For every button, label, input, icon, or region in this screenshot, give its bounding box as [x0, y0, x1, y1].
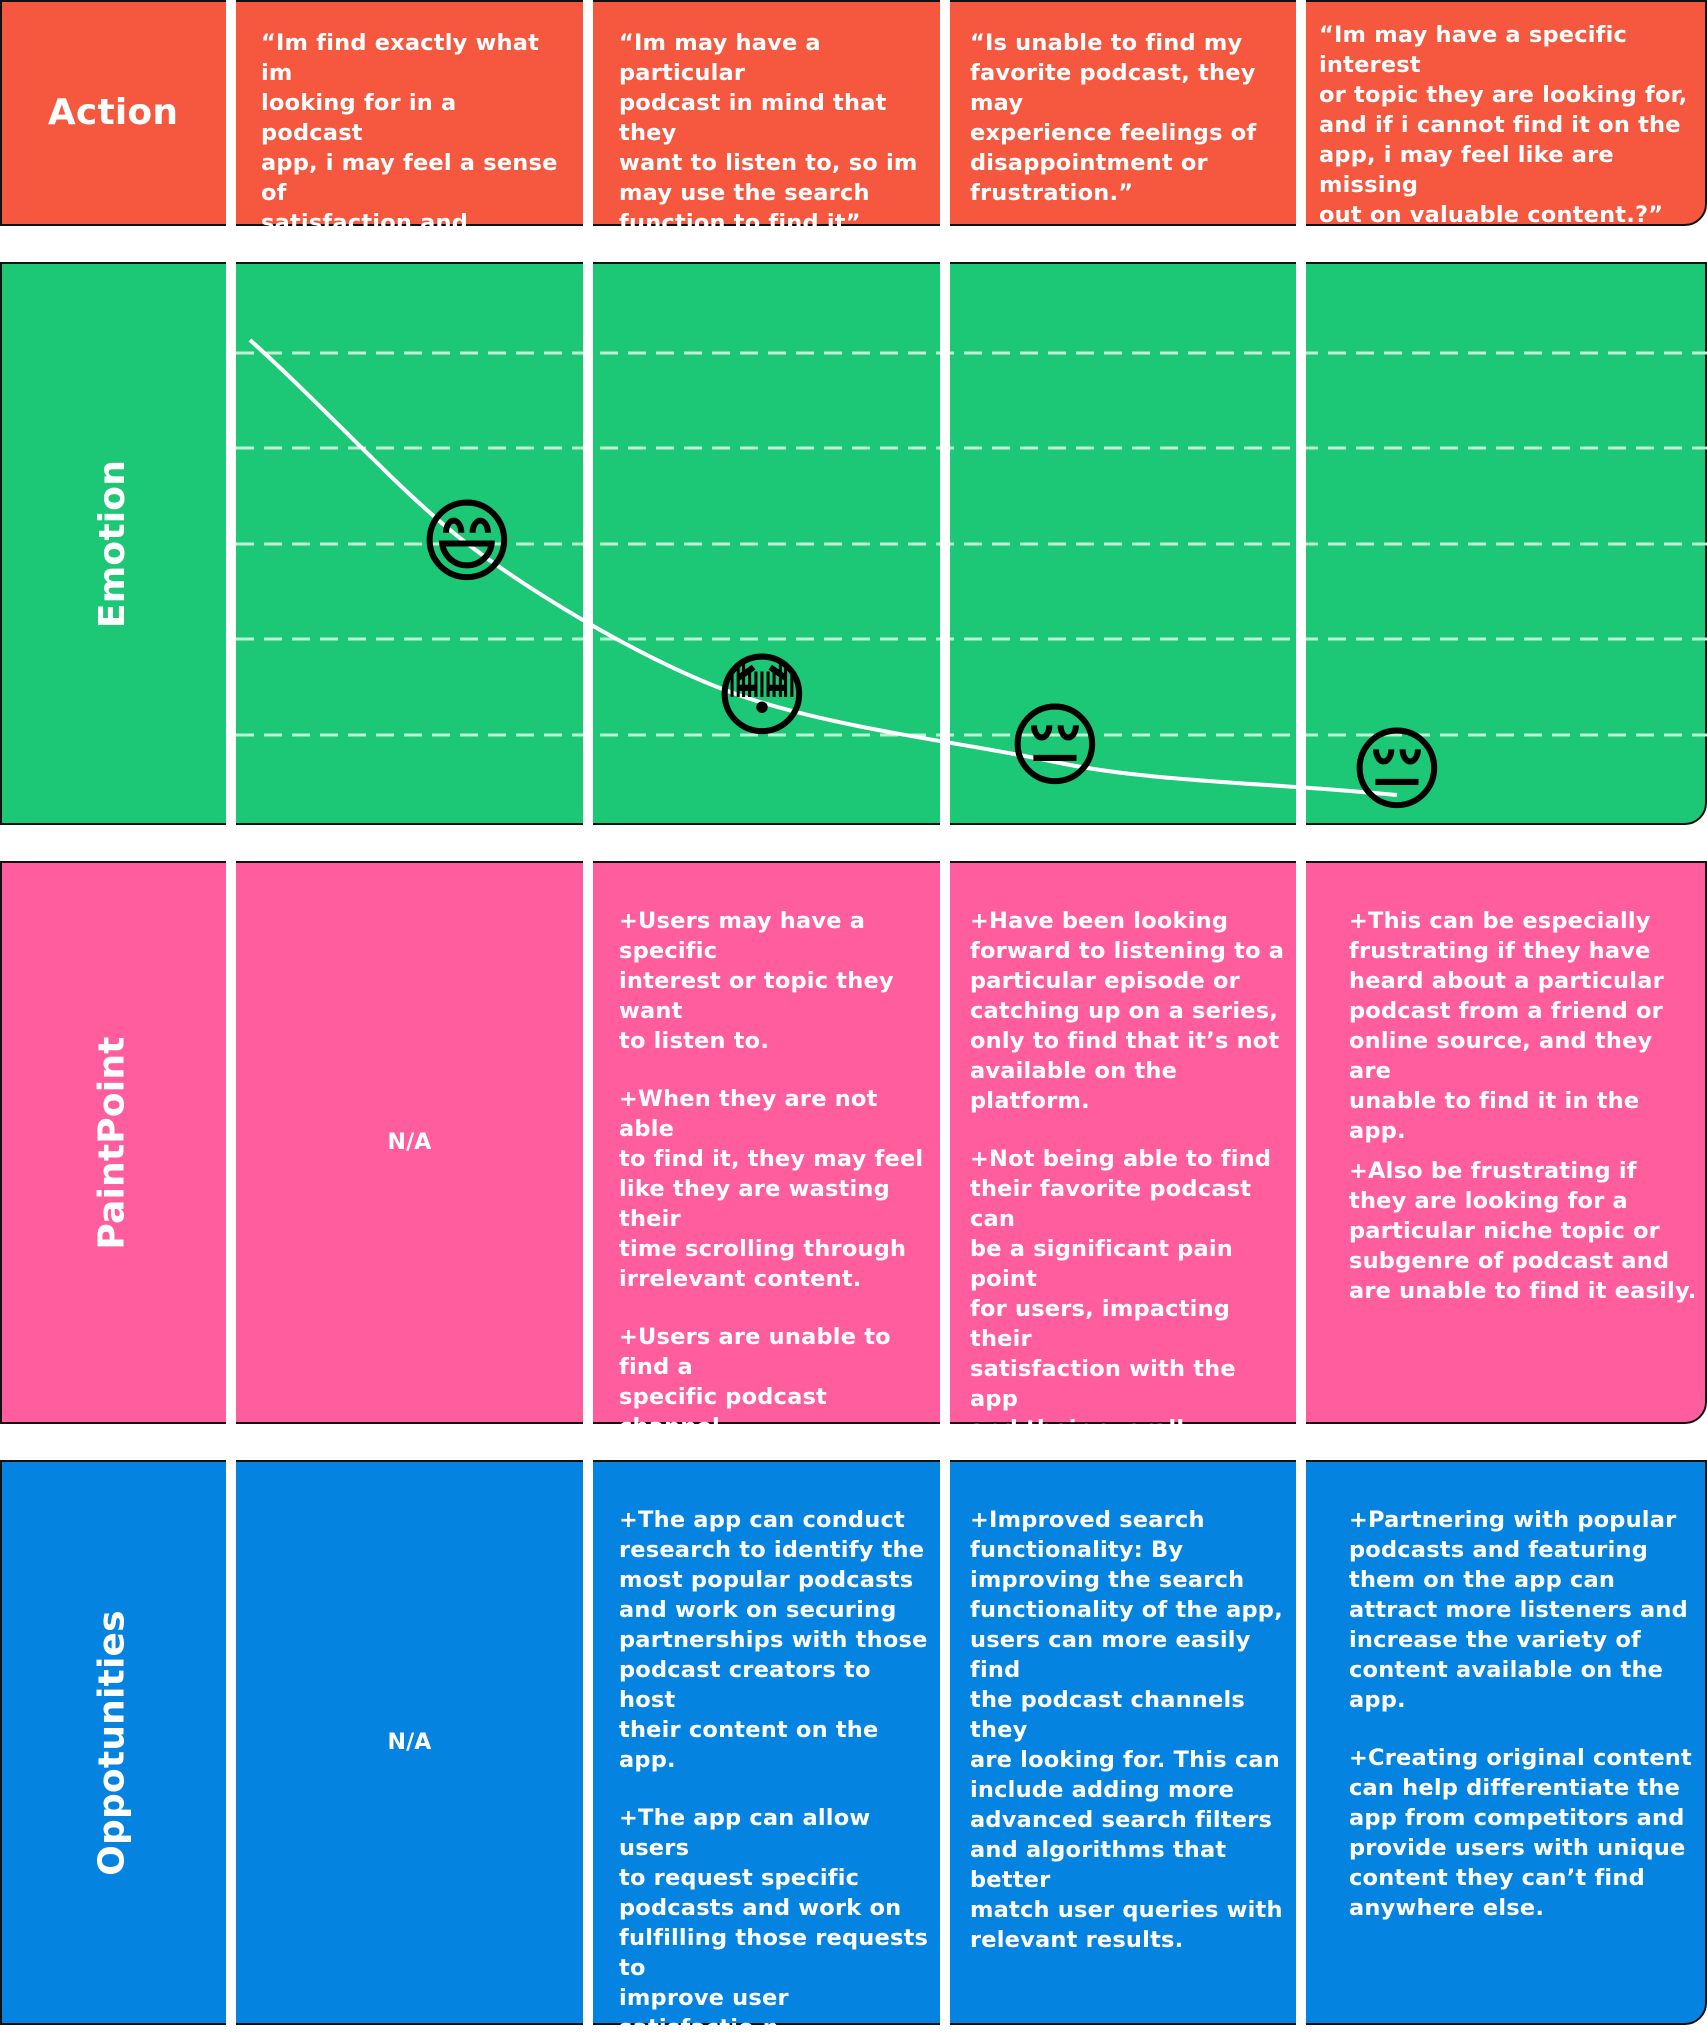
- painpoint-text: +Users may have a specific interest or t…: [619, 908, 894, 1054]
- emotion-curve-chart: 😄 😳 😔 😔: [226, 262, 1707, 825]
- opportunities-cell-3: +Improved search functionality: By impro…: [950, 1460, 1296, 2025]
- column-divider: [226, 262, 236, 825]
- action-row: Action “Im find exactly what im looking …: [0, 0, 1707, 266]
- column-divider: [1296, 262, 1306, 825]
- action-cell-2: “Im may have a particular podcast in min…: [593, 0, 940, 236]
- column-dividers: [226, 262, 1306, 825]
- action-text-2: “Im may have a particular podcast in min…: [619, 30, 918, 236]
- column-divider: [940, 861, 950, 1424]
- column-divider: [226, 0, 236, 226]
- column-divider: [583, 1460, 593, 2025]
- column-divider: [1296, 0, 1306, 226]
- opportunities-text: +Partnering with popular podcasts and fe…: [1349, 1507, 1688, 1713]
- emotion-curve: [248, 338, 1398, 797]
- opportunities-text: +Creating original content can help diff…: [1349, 1745, 1692, 1921]
- action-row-background: [0, 0, 1707, 226]
- action-text-4: “Im may have a specific interest or topi…: [1319, 22, 1688, 228]
- action-text-1: “Im find exactly what im looking for in …: [261, 30, 558, 266]
- opportunities-text: +The app can allow users to request spec…: [619, 1805, 929, 2041]
- action-cell-1: “Im find exactly what im looking for in …: [236, 0, 583, 266]
- action-cell-3: “Is unable to find my favorite podcast, …: [950, 0, 1296, 226]
- column-divider: [226, 861, 236, 1424]
- painpoint-text: +Not being able to find their favorite p…: [970, 1146, 1272, 1502]
- painpoint-cell-4: +This can be especially frustrating if t…: [1306, 861, 1707, 1424]
- opportunities-cell-1: N/A: [236, 1460, 583, 2025]
- painpoint-cell-3: +Have been looking forward to listening …: [950, 861, 1296, 1502]
- column-divider: [583, 861, 593, 1424]
- action-text-3: “Is unable to find my favorite podcast, …: [970, 30, 1257, 206]
- emotion-row: Emotion 😄 😳 😔 😔: [0, 262, 1707, 825]
- painpoint-text: +This can be especially frustrating if t…: [1349, 908, 1664, 1144]
- column-divider: [1296, 1460, 1306, 2025]
- opportunities-row: Oppotunities N/A +The app can conduct re…: [0, 1460, 1707, 2041]
- opportunities-text: +The app can conduct research to identif…: [619, 1507, 928, 1773]
- opportunities-text: +Improved search functionality: By impro…: [970, 1507, 1283, 1953]
- emoji-pensive: 😔: [1349, 717, 1445, 824]
- action-cell-4: “Im may have a specific interest or topi…: [1306, 0, 1707, 228]
- painpoint-na: N/A: [387, 1129, 432, 1155]
- painpoint-label: PaintPoint: [92, 1035, 133, 1250]
- column-divider: [226, 1460, 236, 2025]
- column-divider: [583, 262, 593, 825]
- column-divider: [940, 262, 950, 825]
- opportunities-cell-2: +The app can conduct research to identif…: [593, 1460, 940, 2041]
- painpoint-cell-2: +Users may have a specific interest or t…: [593, 861, 940, 1590]
- emoji-grinning: 😄: [419, 489, 515, 596]
- action-label: Action: [47, 92, 179, 133]
- column-divider: [583, 0, 593, 226]
- emoji-flushed: 😳: [714, 643, 810, 750]
- painpoint-cell-1: N/A: [236, 861, 583, 1424]
- action-label-cell: Action: [0, 0, 226, 226]
- opportunities-cell-4: +Partnering with popular podcasts and fe…: [1306, 1460, 1707, 2025]
- opportunities-label-cell: Oppotunities: [0, 1460, 226, 2025]
- painpoint-label-cell: PaintPoint: [0, 861, 226, 1424]
- painpoint-row-background: [0, 861, 1707, 1424]
- opportunities-row-background: [0, 1460, 1707, 2025]
- opportunities-na: N/A: [387, 1729, 432, 1755]
- painpoint-text: +Also be frustrating if they are looking…: [1349, 1158, 1697, 1304]
- column-divider: [940, 0, 950, 226]
- dashed-gridlines: [236, 351, 1707, 737]
- emoji-markers: 😄 😳 😔 😔: [419, 489, 1445, 824]
- emoji-pensive: 😔: [1007, 693, 1103, 800]
- column-divider: [1296, 861, 1306, 1424]
- column-divider: [940, 1460, 950, 2025]
- painpoint-row: PaintPoint N/A +Users may have a specifi…: [0, 861, 1707, 1590]
- painpoint-text: +Have been looking forward to listening …: [970, 908, 1285, 1114]
- painpoint-text: +When they are not able to find it, they…: [619, 1086, 924, 1292]
- opportunities-label: Oppotunities: [92, 1609, 134, 1876]
